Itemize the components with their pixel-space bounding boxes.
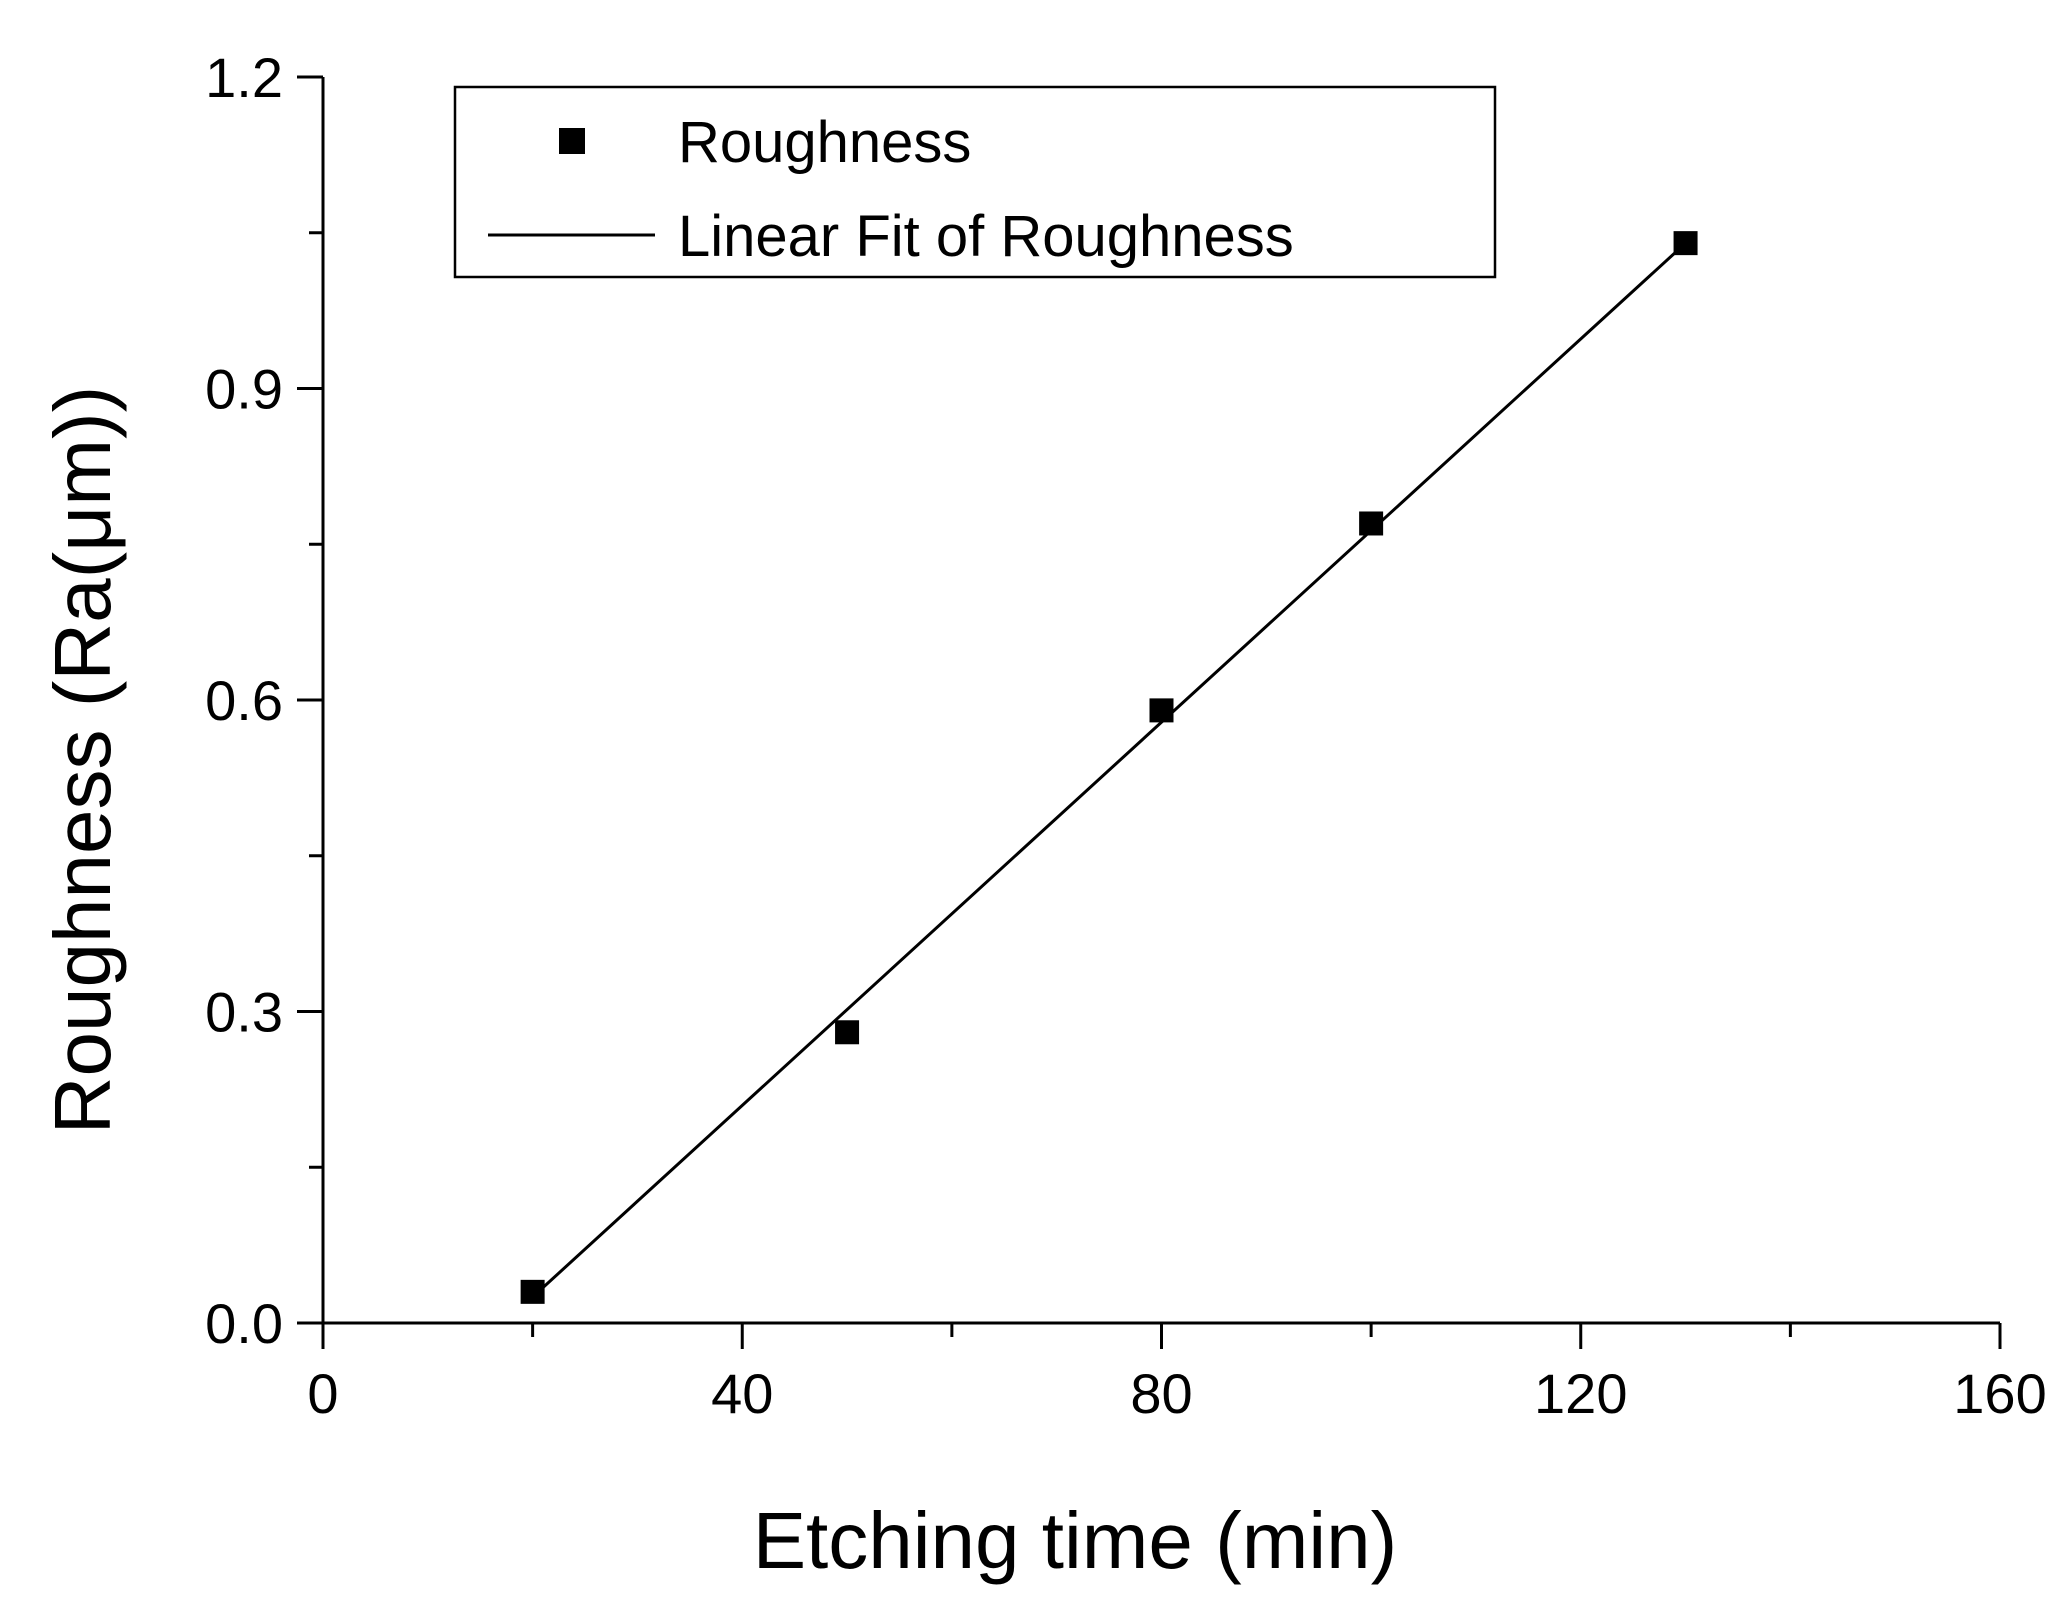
roughness-data-point xyxy=(1359,511,1384,536)
y-axis-ticks: 0.0 0.3 0.6 0.9 1.2 xyxy=(205,46,323,1355)
y-tick-label: 0.0 xyxy=(205,1292,283,1355)
linear-fit-line xyxy=(531,242,1687,1299)
legend-box xyxy=(453,85,1497,279)
x-tick-label: 160 xyxy=(1953,1362,2046,1425)
y-axis-title: Roughness (Ra(μm)) xyxy=(38,386,127,1135)
plot-area xyxy=(520,231,1698,1304)
roughness-data-point xyxy=(1149,698,1174,723)
x-tick-label: 120 xyxy=(1534,1362,1627,1425)
roughness-data-point xyxy=(1673,231,1698,256)
x-axis-title: Etching time (min) xyxy=(753,1496,1398,1585)
y-tick-label: 0.3 xyxy=(205,981,283,1044)
y-tick-label: 0.9 xyxy=(205,358,283,421)
legend-roughness-marker xyxy=(559,128,585,154)
x-tick-label: 80 xyxy=(1130,1362,1192,1425)
legend: Roughness Linear Fit of Roughness xyxy=(453,85,1497,279)
x-axis-ticks: 0 40 80 120 160 xyxy=(307,1323,2047,1425)
y-tick-label: 1.2 xyxy=(205,46,283,109)
x-tick-label: 0 xyxy=(307,1362,338,1425)
roughness-data-point xyxy=(520,1279,545,1304)
legend-fit-label: Linear Fit of Roughness xyxy=(678,204,1294,269)
roughness-data-point xyxy=(835,1020,860,1045)
y-tick-label: 0.6 xyxy=(205,669,283,732)
x-tick-label: 40 xyxy=(711,1362,773,1425)
legend-roughness-label: Roughness xyxy=(678,110,971,175)
